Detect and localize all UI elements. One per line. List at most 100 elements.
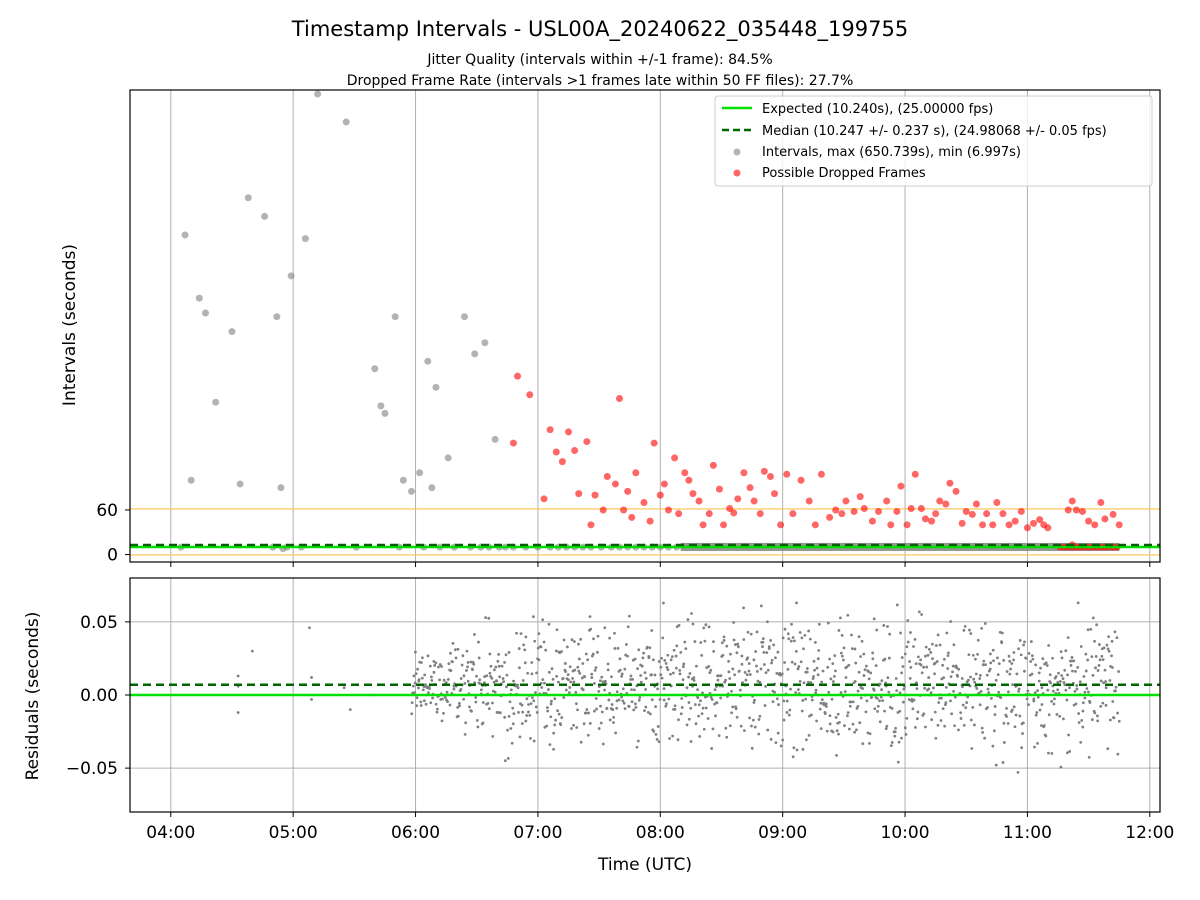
residual-point bbox=[836, 712, 840, 716]
dropped-frame-point bbox=[685, 476, 693, 484]
dropped-frame-point bbox=[897, 482, 905, 490]
residual-point bbox=[452, 687, 456, 691]
residual-point bbox=[410, 712, 414, 716]
residual-point bbox=[1068, 750, 1072, 753]
residual-point bbox=[1106, 747, 1110, 751]
residual-point bbox=[830, 697, 834, 701]
residual-point bbox=[953, 724, 956, 728]
residual-point bbox=[716, 678, 720, 682]
residual-point bbox=[495, 679, 499, 683]
residual-point bbox=[588, 615, 592, 619]
residual-point bbox=[997, 662, 1001, 666]
residual-point bbox=[883, 709, 886, 713]
residual-point bbox=[946, 667, 950, 670]
residual-point bbox=[640, 664, 644, 668]
residual-point bbox=[1094, 655, 1098, 658]
residual-point bbox=[564, 688, 568, 692]
residual-point bbox=[604, 679, 607, 683]
residual-point bbox=[848, 704, 852, 708]
residual-point bbox=[497, 664, 501, 668]
residual-point bbox=[858, 721, 862, 725]
residual-point bbox=[993, 705, 997, 708]
residual-point bbox=[1064, 688, 1068, 692]
legend-box bbox=[714, 95, 1153, 187]
residual-point bbox=[931, 657, 934, 661]
residual-point bbox=[554, 718, 558, 722]
residual-point bbox=[1016, 771, 1020, 774]
residual-point bbox=[1021, 721, 1025, 725]
residual-point bbox=[635, 745, 639, 749]
interval-point bbox=[244, 194, 252, 202]
residual-point bbox=[728, 677, 732, 680]
residual-point bbox=[634, 702, 637, 706]
residual-point bbox=[681, 665, 685, 669]
residual-point bbox=[426, 691, 430, 695]
residual-point bbox=[463, 682, 467, 685]
residual-point bbox=[761, 637, 765, 641]
residual-point bbox=[627, 614, 631, 618]
residual-point bbox=[898, 691, 902, 695]
residual-point bbox=[1017, 687, 1021, 691]
residual-point bbox=[710, 747, 714, 750]
residual-point bbox=[1114, 685, 1118, 689]
interval-point bbox=[471, 350, 479, 358]
residual-point bbox=[573, 668, 577, 672]
residual-point bbox=[1058, 680, 1062, 683]
residual-point bbox=[957, 728, 960, 732]
residual-point bbox=[581, 688, 585, 692]
residual-point bbox=[419, 704, 423, 707]
residual-point bbox=[973, 723, 976, 727]
legend-dropped-label: Possible Dropped Frames bbox=[762, 166, 926, 181]
residual-point bbox=[673, 704, 677, 708]
residual-point bbox=[834, 716, 838, 719]
residual-point bbox=[1007, 654, 1011, 658]
residual-point bbox=[525, 697, 529, 701]
residual-point bbox=[650, 629, 654, 632]
dropped-frame-point bbox=[766, 473, 774, 481]
residual-point bbox=[748, 716, 751, 720]
interval-point bbox=[273, 313, 281, 321]
interval-point bbox=[391, 313, 399, 321]
residual-point bbox=[864, 664, 868, 668]
residual-point bbox=[1088, 701, 1092, 704]
residual-point bbox=[941, 707, 945, 711]
residual-point bbox=[438, 678, 442, 682]
residual-point bbox=[1105, 643, 1109, 647]
dropped-frame-point bbox=[587, 521, 595, 529]
residual-point bbox=[696, 688, 700, 691]
residual-point bbox=[922, 665, 926, 669]
interval-point bbox=[491, 435, 499, 443]
residual-point bbox=[824, 702, 828, 706]
residual-point bbox=[710, 698, 714, 701]
residual-point bbox=[966, 678, 970, 682]
dropped-frame-point bbox=[789, 510, 797, 518]
residual-point bbox=[753, 698, 756, 702]
residual-point bbox=[642, 651, 646, 655]
residual-point bbox=[643, 709, 646, 713]
residual-point bbox=[481, 701, 485, 704]
residual-point bbox=[454, 656, 458, 660]
residual-point bbox=[497, 652, 501, 656]
residual-point bbox=[548, 743, 552, 747]
residual-point bbox=[617, 698, 621, 702]
dropped-frame-point bbox=[850, 507, 858, 515]
residual-point bbox=[913, 638, 917, 641]
residual-point bbox=[1050, 699, 1054, 703]
dropped-frame-point bbox=[832, 506, 840, 514]
residual-point bbox=[572, 723, 575, 727]
residual-point bbox=[769, 638, 773, 642]
interval-point bbox=[277, 484, 285, 492]
residual-point bbox=[479, 688, 483, 692]
residual-point bbox=[1058, 714, 1062, 718]
residual-point bbox=[421, 688, 425, 692]
residual-point bbox=[1090, 655, 1094, 659]
residual-point bbox=[670, 655, 674, 659]
xtick-label: 07:00 bbox=[513, 823, 562, 843]
subtitle-dropped: Dropped Frame Rate (intervals >1 frames … bbox=[347, 73, 854, 89]
residual-point bbox=[675, 644, 679, 648]
residual-point bbox=[815, 719, 819, 723]
residual-point bbox=[769, 737, 773, 741]
residual-point bbox=[872, 617, 876, 621]
residual-point bbox=[546, 709, 550, 713]
residual-point bbox=[651, 658, 655, 662]
